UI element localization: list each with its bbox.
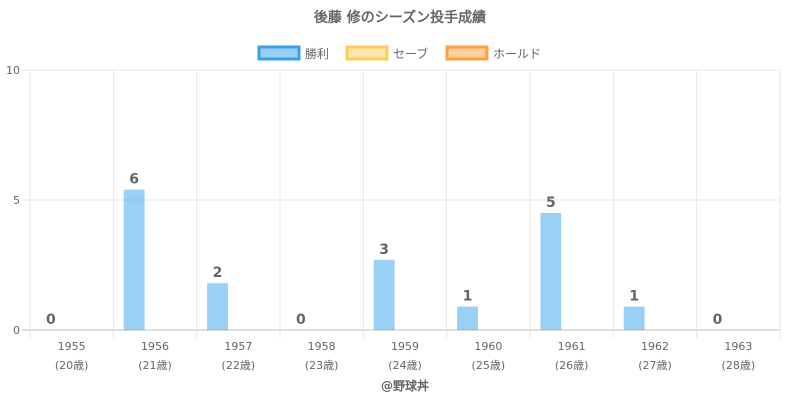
- legend-swatch: [445, 45, 489, 61]
- x-tick-label: 1956: [141, 340, 169, 353]
- data-label: 2: [213, 265, 223, 281]
- data-label: 1: [463, 289, 473, 305]
- x-tick-age-label: (21歳): [138, 359, 172, 372]
- bar-wins: [623, 306, 645, 330]
- legend-label: 勝利: [305, 46, 329, 61]
- bar-wins: [207, 283, 228, 330]
- x-tick-label: 1960: [474, 340, 502, 353]
- data-label: 0: [296, 312, 306, 328]
- x-tick-age-label: (24歳): [388, 359, 422, 372]
- bar-wins: [373, 259, 395, 330]
- data-label: 6: [129, 172, 139, 188]
- x-tick-label: 1958: [308, 340, 336, 353]
- legend-label: ホールド: [493, 47, 541, 61]
- x-tick-label: 1962: [641, 340, 669, 353]
- grid: [22, 69, 781, 338]
- x-tick-label: 1961: [558, 340, 586, 353]
- y-axis: 0 5 10: [6, 64, 20, 337]
- data-label: 0: [713, 312, 723, 328]
- x-tick-age-label: (27歳): [638, 359, 672, 372]
- data-label: 3: [379, 242, 389, 258]
- x-tick-label: 1957: [224, 340, 252, 353]
- data-label: 0: [46, 312, 56, 328]
- y-tick-label: 5: [13, 194, 20, 207]
- y-tick-label: 10: [6, 64, 20, 77]
- x-tick-age-label: (20歳): [55, 359, 89, 372]
- x-tick-age-label: (23歳): [305, 359, 339, 372]
- legend-swatch: [345, 45, 389, 61]
- data-label: 5: [546, 195, 556, 211]
- bar-wins: [540, 213, 562, 330]
- x-tick-label: 1959: [391, 340, 419, 353]
- data-label: 1: [629, 289, 639, 305]
- legend-label: セーブ: [393, 46, 428, 61]
- chart-title: 後藤 修のシーズン投手成績: [314, 9, 486, 26]
- credit-label: @野球丼: [381, 378, 429, 393]
- bar-wins: [457, 306, 478, 330]
- legend-swatch: [257, 45, 301, 61]
- x-axis: 1955 (20歳) 1956 (21歳) 1957 (22歳) 1958 (23歳) 1959…: [55, 340, 755, 372]
- y-tick-label: 0: [13, 324, 20, 337]
- x-tick-age-label: (25歳): [472, 359, 506, 372]
- bar-wins: [123, 189, 145, 330]
- x-tick-age-label: (28歳): [722, 359, 756, 372]
- x-tick-label: 1963: [724, 340, 752, 353]
- x-tick-age-label: (22歳): [222, 359, 256, 372]
- x-tick-label: 1955: [58, 340, 86, 353]
- x-tick-age-label: (26歳): [555, 359, 589, 372]
- legend: 勝利 セーブ ホールド: [257, 45, 541, 61]
- bars: 0 6 2 0 3 1 5 1 0: [46, 172, 723, 330]
